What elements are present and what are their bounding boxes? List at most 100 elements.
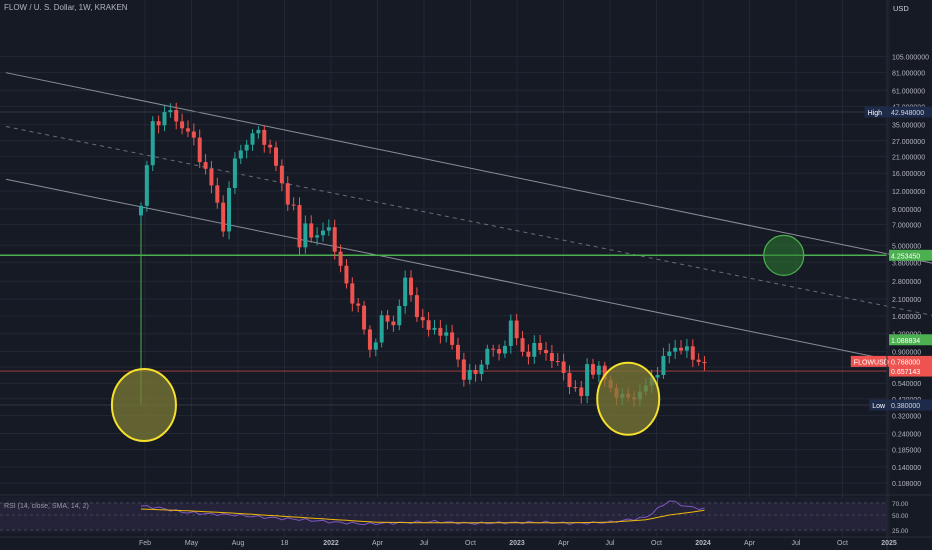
candle-body [491, 348, 496, 350]
time-tick-label: May [185, 540, 199, 547]
candle-body [144, 165, 149, 206]
price-tick-label: 2.100000 [892, 297, 921, 304]
candle-body [473, 370, 478, 375]
candle-body [561, 361, 566, 373]
candle-body [379, 315, 384, 343]
time-tick-label: Oct [465, 540, 476, 547]
candle-body [514, 320, 519, 339]
rsi-panel[interactable]: 70.00 50.00 25.00 [0, 494, 932, 535]
time-tick-label: Jul [792, 540, 801, 547]
candle-body [362, 305, 367, 330]
candle-body [508, 320, 513, 346]
ellipse-bottom-area [596, 361, 661, 436]
candle-body [526, 351, 531, 357]
candle-body [268, 144, 273, 148]
candle-body [326, 227, 331, 231]
green-level-label-bg [889, 249, 932, 261]
price-tick-label: 27.000000 [892, 139, 925, 146]
candle-body [197, 137, 202, 163]
time-tick-label: 2022 [323, 540, 339, 547]
candle-body [391, 321, 396, 326]
candle-body [285, 183, 290, 205]
price-tick-label: 61.000000 [892, 88, 925, 95]
rsi-tick-label: 70.00 [892, 501, 909, 508]
candle-body [221, 202, 226, 232]
time-tick-label: 2025 [881, 540, 897, 547]
candle-body [538, 343, 543, 350]
price-tick-label: 105.000000 [892, 55, 929, 62]
currency-label[interactable]: USD [893, 4, 909, 13]
time-tick-label: 2024 [695, 540, 711, 547]
circle-target [763, 234, 805, 276]
low-value-label-prefix: Low [872, 403, 886, 410]
candle-body [679, 347, 684, 351]
ellipse-launch-low [110, 368, 177, 442]
price-tick-label: 0.900000 [892, 350, 921, 357]
price-tick-label: 0.320000 [892, 414, 921, 421]
price-tick-label: 1.600000 [892, 314, 921, 321]
price-axis[interactable]: 105.00000081.00000061.00000047.00000035.… [850, 0, 932, 550]
candle-body [385, 315, 390, 322]
candle-body [585, 364, 590, 397]
level-2-label-bg [889, 334, 932, 346]
candle-body [303, 223, 308, 248]
price-tick-label: 0.140000 [892, 465, 921, 472]
candle-body [139, 205, 143, 216]
candle-body [350, 283, 355, 304]
candle-body [332, 227, 337, 252]
time-axis[interactable]: Feb May Aug 18 2022 Apr Jul Oct 2023 Apr Jul Oct 202… [0, 536, 932, 547]
candle-body [227, 187, 232, 232]
candle-body [274, 147, 279, 166]
candle-body [502, 345, 507, 354]
candle-body [590, 364, 595, 375]
high-value-label: 42.948000 [891, 110, 924, 117]
candle-body [338, 251, 343, 266]
time-tick-label: Apr [744, 540, 756, 547]
time-tick-label: Jul [420, 540, 429, 547]
level-3-label-bg [889, 365, 932, 377]
rsi-tick-label: 25.00 [892, 528, 909, 535]
candle-body [356, 303, 361, 306]
candle-body [432, 327, 437, 330]
candle-body [549, 353, 554, 362]
symbol-price-label-prefix-bg [850, 355, 889, 367]
candle-body [414, 295, 419, 318]
green-level-label: 4.253450 [891, 253, 920, 260]
high-value-label-prefix: High [868, 110, 883, 117]
candle-body [479, 364, 484, 375]
time-tick-label: Oct [651, 540, 662, 547]
low-value-label-prefix-bg [869, 399, 889, 411]
high-value-label-bg [889, 106, 932, 118]
candle-body [291, 204, 296, 206]
trend-lines [5, 72, 932, 370]
candle-body [696, 359, 701, 362]
candle-body [279, 165, 284, 184]
annotations [110, 234, 805, 442]
candle-body [690, 346, 695, 360]
candle-body [544, 349, 549, 354]
price-tick-label: 21.000000 [892, 154, 925, 161]
candle-body [309, 223, 314, 238]
low-value-label-bg [889, 399, 932, 411]
price-tick-label: 7.000000 [892, 222, 921, 229]
candle-body [320, 230, 325, 236]
candle-body [667, 351, 672, 356]
time-tick-label: Jul [606, 540, 615, 547]
price-tick-label: 12.000000 [892, 189, 925, 196]
candle-body [444, 332, 449, 336]
price-tick-label: 16.000000 [892, 171, 925, 178]
candle-body [256, 129, 261, 134]
candle-body [367, 329, 372, 350]
candle-body [180, 121, 185, 129]
candle-body [232, 158, 237, 188]
time-tick-label: Aug [232, 540, 245, 547]
rsi-band [0, 503, 887, 530]
candle-body [567, 372, 572, 388]
candle-body [397, 305, 402, 326]
symbol-price-label-bg [889, 355, 932, 367]
candle-body [174, 110, 179, 122]
candle-body [467, 370, 472, 380]
candle-body [555, 361, 560, 363]
